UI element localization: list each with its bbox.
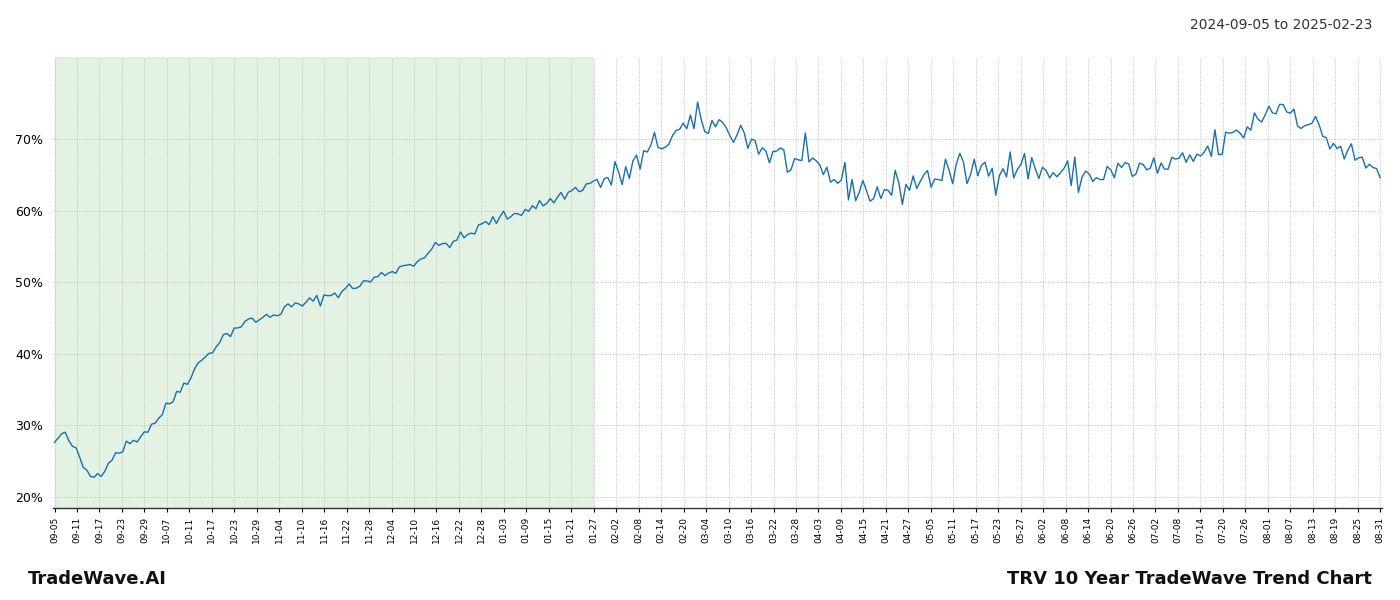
Bar — [55, 57, 592, 508]
Text: 2024-09-05 to 2025-02-23: 2024-09-05 to 2025-02-23 — [1190, 18, 1372, 32]
Text: TradeWave.AI: TradeWave.AI — [28, 570, 167, 588]
Text: TRV 10 Year TradeWave Trend Chart: TRV 10 Year TradeWave Trend Chart — [1007, 570, 1372, 588]
